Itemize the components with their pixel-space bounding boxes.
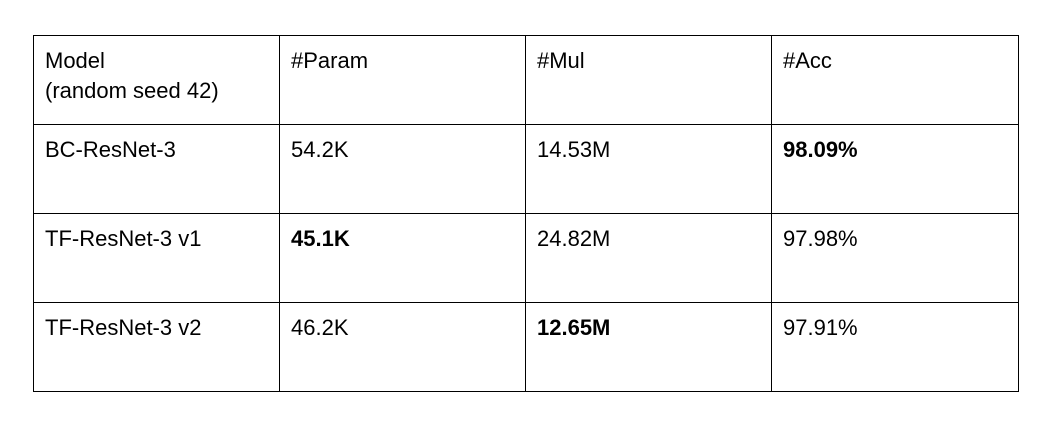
results-table: Model (random seed 42) #Param #Mul #Acc … — [33, 35, 1019, 392]
cell-model: TF-ResNet-3 v1 — [33, 213, 280, 303]
cell-model: TF-ResNet-3 v2 — [33, 302, 280, 392]
cell-acc: 97.98% — [771, 213, 1019, 303]
table-row: BC-ResNet-3 54.2K 14.53M 98.09% — [33, 124, 1019, 214]
cell-mul: 12.65M — [525, 302, 772, 392]
table-row: TF-ResNet-3 v2 46.2K 12.65M 97.91% — [33, 302, 1019, 392]
header-model-note: (random seed 42) — [45, 78, 219, 103]
cell-param: 45.1K — [279, 213, 526, 303]
cell-model: BC-ResNet-3 — [33, 124, 280, 214]
table-row: TF-ResNet-3 v1 45.1K 24.82M 97.98% — [33, 213, 1019, 303]
header-param: #Param — [279, 35, 526, 125]
header-model: Model (random seed 42) — [33, 35, 280, 125]
cell-param: 54.2K — [279, 124, 526, 214]
table-header-row: Model (random seed 42) #Param #Mul #Acc — [33, 35, 1019, 125]
header-mul: #Mul — [525, 35, 772, 125]
cell-acc: 98.09% — [771, 124, 1019, 214]
cell-param: 46.2K — [279, 302, 526, 392]
cell-mul: 24.82M — [525, 213, 772, 303]
cell-acc: 97.91% — [771, 302, 1019, 392]
header-acc: #Acc — [771, 35, 1019, 125]
cell-mul: 14.53M — [525, 124, 772, 214]
header-model-label: Model — [45, 48, 105, 73]
